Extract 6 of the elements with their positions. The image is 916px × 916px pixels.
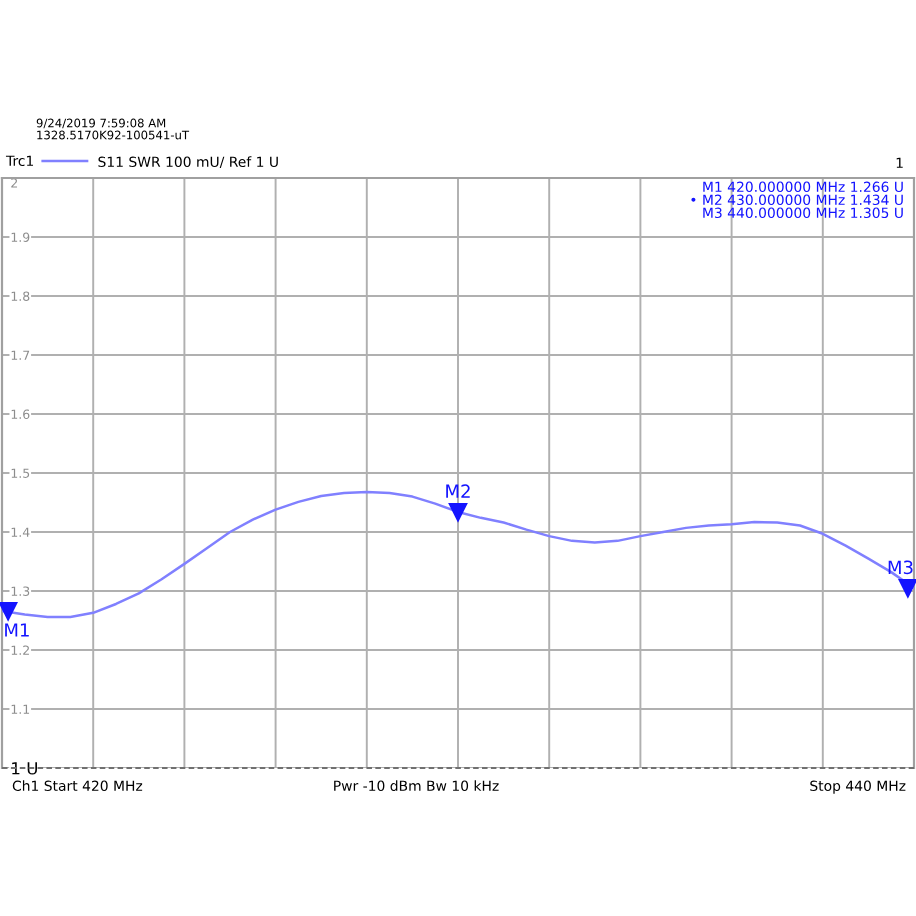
- point: [0, 602, 18, 621]
- point: [448, 502, 468, 521]
- point: [898, 579, 916, 598]
- data-label: M1: [5, 623, 29, 637]
- data-label: M2: [446, 484, 470, 498]
- data-label: M3: [888, 560, 913, 575]
